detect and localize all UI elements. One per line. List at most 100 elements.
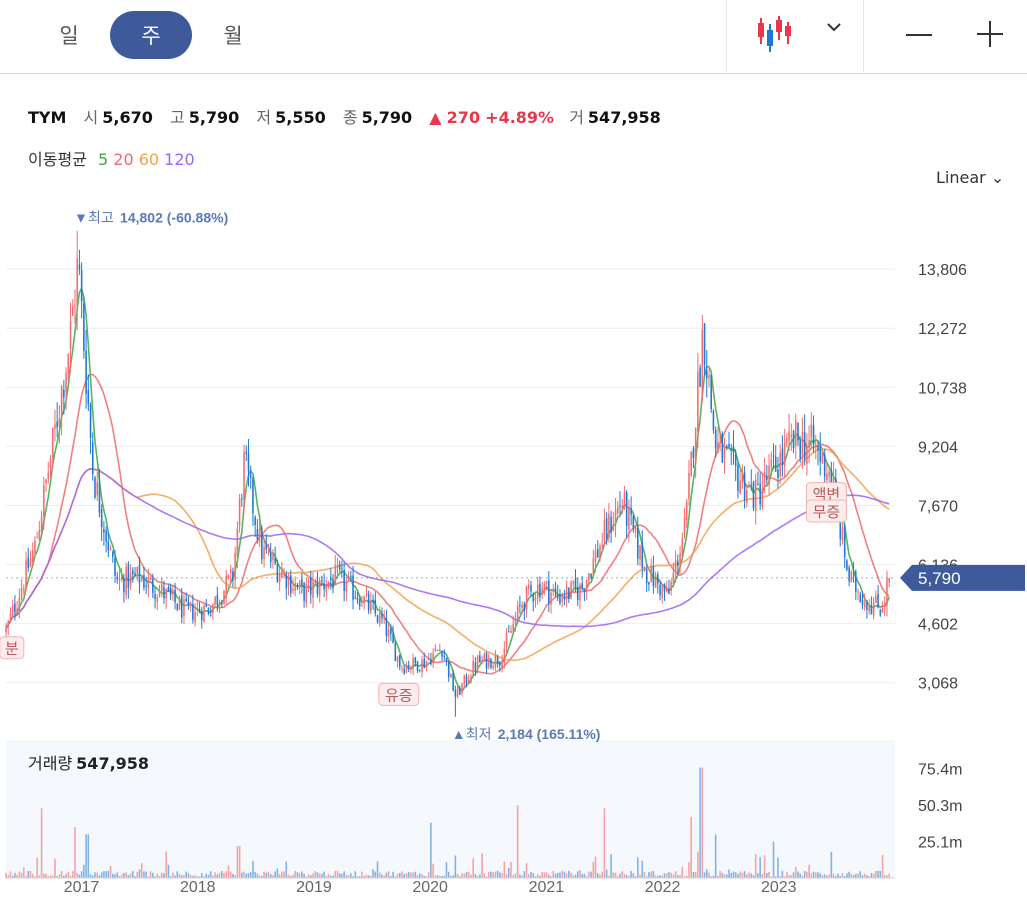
- volume-bar: [14, 872, 16, 878]
- candle-body: [145, 585, 147, 587]
- volume-bar: [125, 872, 127, 878]
- x-tick-label: 2020: [412, 879, 448, 896]
- volume-bar: [25, 875, 27, 878]
- volume-bar: [332, 875, 334, 878]
- volume-bar: [432, 863, 434, 878]
- candle-body: [156, 597, 159, 602]
- candle-body: [9, 613, 12, 620]
- volume-bar: [401, 871, 403, 878]
- volume-bar: [316, 872, 319, 878]
- candle-body: [737, 465, 739, 491]
- candle-body: [710, 374, 712, 410]
- candle-body: [345, 581, 348, 592]
- candle-body: [407, 664, 410, 669]
- candle-body: [321, 580, 323, 582]
- volume-bar: [837, 873, 839, 878]
- volume-bar: [757, 873, 759, 878]
- candle-body: [45, 479, 47, 484]
- price-tick-label: 7,670: [918, 498, 958, 515]
- volume-bar: [112, 873, 114, 878]
- volume-bar: [216, 874, 219, 878]
- candle-body: [496, 656, 499, 665]
- volume-bar: [367, 875, 370, 878]
- candle-body: [619, 505, 621, 507]
- volume-bar: [247, 873, 250, 878]
- volume-bar: [314, 871, 317, 878]
- candle-body: [105, 530, 107, 542]
- volume-bar: [127, 874, 130, 878]
- volume-bar: [699, 767, 701, 878]
- candle-body: [806, 445, 808, 464]
- candle-body: [652, 566, 655, 587]
- volume-bar: [665, 873, 668, 878]
- candle-body: [23, 588, 25, 590]
- volume-bar: [761, 874, 764, 878]
- tab-weekly[interactable]: 주: [110, 11, 192, 59]
- volume-bar: [679, 874, 681, 878]
- candle-body: [814, 444, 817, 448]
- candlestick-icon: [758, 16, 791, 52]
- volume-bar: [405, 873, 408, 878]
- plus-icon[interactable]: [974, 18, 1006, 50]
- volume-bar: [616, 876, 619, 878]
- volume-bar: [754, 854, 757, 878]
- volume-bar: [470, 874, 472, 878]
- candle-body: [416, 661, 419, 672]
- candle-body: [305, 583, 308, 604]
- candle-body: [572, 580, 575, 584]
- volume-bar: [336, 870, 339, 878]
- scale-selector[interactable]: Linear ⌄: [936, 168, 1004, 187]
- candle-body: [692, 448, 695, 459]
- candle-body: [672, 572, 675, 585]
- volume-bar: [739, 871, 741, 878]
- candle-body: [883, 602, 886, 607]
- volume-bar: [763, 855, 766, 878]
- volume-bar: [305, 876, 308, 878]
- candle-body: [556, 594, 559, 598]
- tab-daily[interactable]: 일: [59, 24, 79, 48]
- candle-body: [570, 582, 572, 600]
- candle-body: [548, 580, 550, 604]
- volume-bar: [132, 871, 134, 878]
- volume-bar: [443, 875, 446, 878]
- candle-body: [392, 632, 394, 644]
- price-chart[interactable]: 13,80612,27210,7389,2047,6706,1364,6023,…: [0, 180, 1027, 910]
- volume-bar: [147, 876, 150, 878]
- candle-body: [85, 350, 87, 394]
- volume-bar: [71, 871, 74, 878]
- volume-bar: [743, 871, 746, 878]
- moving-average-legend[interactable]: 이동평균 5 20 60 120: [28, 146, 195, 170]
- candle-body: [221, 603, 223, 605]
- candle-body: [385, 617, 388, 637]
- event-badge: [0, 636, 25, 660]
- tab-monthly[interactable]: 월: [223, 24, 243, 48]
- volume-bar: [625, 874, 628, 878]
- candle-body: [430, 658, 432, 665]
- change-percent: +4.89%: [485, 108, 555, 127]
- volume-bar: [741, 872, 744, 878]
- candle-body: [470, 676, 472, 682]
- candle-body: [89, 404, 92, 438]
- volume-bar: [848, 871, 850, 878]
- candle-body: [225, 575, 228, 594]
- candle-body: [138, 564, 141, 584]
- volume-bar: [74, 827, 76, 878]
- candle-body: [683, 517, 686, 536]
- volume-bar: [883, 875, 886, 878]
- volume-bar: [601, 871, 603, 878]
- candle-body: [781, 448, 784, 464]
- volume-bar: [552, 871, 555, 878]
- chart-type-selector[interactable]: [726, 0, 864, 74]
- candle-body: [314, 580, 317, 584]
- volume-legend: 거래량 547,958: [28, 750, 149, 774]
- volume-bar: [634, 876, 637, 878]
- candle-body: [639, 545, 641, 560]
- candle-body: [67, 353, 70, 374]
- candle-body: [485, 652, 488, 669]
- volume-bar: [590, 871, 592, 878]
- volume-bar: [274, 871, 276, 878]
- volume-bar: [196, 876, 199, 878]
- minus-icon[interactable]: [904, 20, 934, 50]
- chevron-down-icon[interactable]: [825, 20, 843, 34]
- volume-bar: [434, 875, 437, 878]
